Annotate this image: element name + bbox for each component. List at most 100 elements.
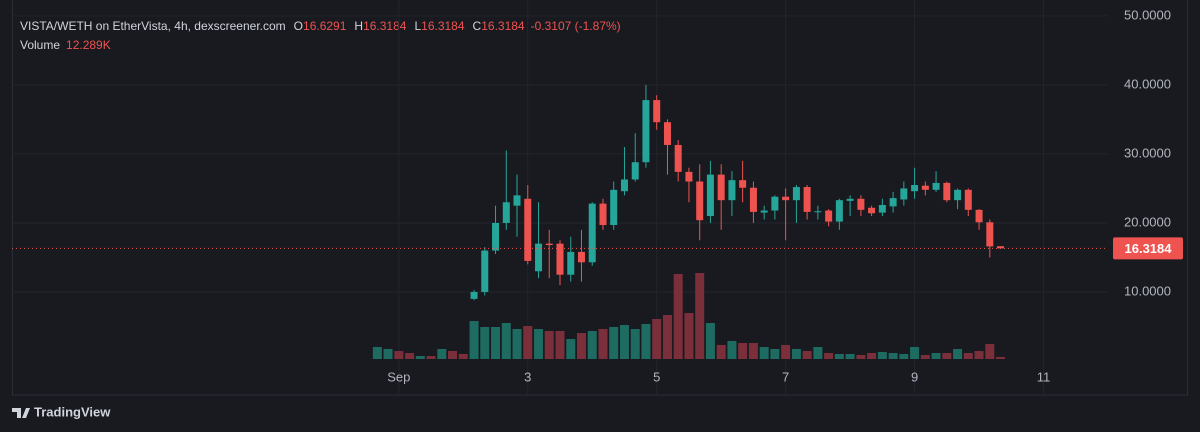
y-tick-label: 50.0000 (1124, 7, 1171, 22)
volume-bar (802, 351, 812, 359)
candle-body (535, 243, 543, 272)
legend-value: 16.3184 (363, 19, 407, 33)
candle-body (760, 210, 768, 213)
volume-bar (716, 345, 726, 359)
volume-bar (953, 349, 963, 359)
volume-bar (662, 315, 672, 359)
volume-bar (856, 355, 866, 359)
volume-bar (877, 352, 887, 359)
candle-body (964, 189, 972, 210)
volume-bar (544, 331, 554, 359)
candle-body (567, 251, 575, 275)
candle-body (502, 202, 510, 223)
volume-bar (931, 353, 941, 359)
volume-bar (695, 273, 705, 359)
candle-body (599, 203, 607, 226)
x-tick-label: 3 (524, 369, 531, 384)
volume-bar (834, 354, 844, 359)
volume-bar (770, 349, 780, 359)
volume-bar (394, 351, 404, 359)
volume-bar (523, 326, 533, 359)
candle-body (857, 198, 865, 210)
volume-bar (899, 354, 909, 359)
candle-body (481, 250, 489, 292)
volume-name: Volume (20, 38, 60, 52)
x-tick-label: 9 (911, 369, 918, 384)
candle-body (663, 122, 671, 145)
volume-value: 12.289K (66, 38, 111, 52)
volume-bar (383, 349, 393, 359)
volume-bar (641, 324, 651, 359)
volume-bar (985, 344, 995, 359)
candle-body (771, 196, 779, 211)
candle-body (545, 243, 553, 246)
volume-bar (684, 313, 694, 359)
y-tick-label: 10.0000 (1124, 283, 1171, 298)
volume-bar (555, 331, 565, 359)
volume-bar (437, 349, 447, 359)
candle-body (889, 198, 897, 207)
volume-bar (705, 323, 715, 359)
legend-key: L (414, 19, 421, 33)
x-tick-label: 7 (782, 369, 789, 384)
volume-bar (910, 347, 920, 359)
candle-body (911, 184, 919, 192)
volume-bar (888, 353, 898, 359)
candle-body (524, 198, 532, 261)
logo-mark (12, 408, 30, 418)
candle-body (900, 188, 908, 200)
candle-body (588, 203, 596, 263)
candle-body (814, 211, 822, 213)
volume-bar (630, 329, 640, 359)
change: -0.3107 (-1.87%) (531, 19, 621, 33)
volume-bar (480, 327, 490, 359)
volume-bar (566, 339, 576, 359)
volume-bar (619, 325, 629, 359)
candle-body (943, 182, 951, 201)
candle-body (997, 246, 1005, 249)
candle-body (556, 243, 564, 275)
header: VISTA/WETH on EtherVista, 4h, dexscreene… (20, 19, 621, 33)
frame (12, 0, 1188, 396)
candle-body (975, 209, 983, 223)
volume-bar (448, 351, 458, 359)
volume-bar (824, 353, 834, 359)
candle-body (749, 187, 757, 212)
candle-body (986, 222, 994, 247)
volume-bar (501, 323, 511, 359)
candle-body (577, 251, 585, 263)
volume-bar (942, 353, 952, 359)
candle-body (792, 187, 800, 201)
legend-value: 16.3184 (421, 19, 465, 33)
volume-bar (415, 356, 425, 359)
volume-bar (963, 353, 973, 359)
volume-bar (372, 347, 382, 359)
volume-bar (791, 349, 801, 359)
candle-body (696, 181, 704, 221)
y-tick-label: 40.0000 (1124, 76, 1171, 91)
volume-bar (426, 356, 436, 359)
volume-bar (996, 356, 1006, 359)
x-tick-label: Sep (387, 369, 410, 384)
candle-body (846, 198, 854, 201)
footer: TradingView (34, 404, 111, 419)
volume-header: Volume 12.289K (20, 38, 111, 52)
title: VISTA/WETH on EtherVista, 4h, dexscreene… (20, 19, 286, 33)
volume-bar (867, 353, 877, 359)
candle-body (728, 180, 736, 201)
volume-bar (587, 331, 597, 359)
candle-body (674, 144, 682, 172)
candle-body (932, 182, 940, 190)
volume-bar (845, 354, 855, 359)
legend-value: 16.3184 (481, 19, 525, 33)
candle-body (653, 100, 661, 123)
candle-body (717, 174, 725, 201)
volume-bar (534, 329, 544, 359)
legend-value: 16.6291 (303, 19, 347, 33)
candle-body (470, 291, 478, 299)
candle-body (921, 185, 929, 190)
volume-bar (974, 351, 984, 359)
legend-key: H (354, 19, 363, 33)
y-tick-label: 30.0000 (1124, 145, 1171, 160)
candle-body (706, 174, 714, 217)
